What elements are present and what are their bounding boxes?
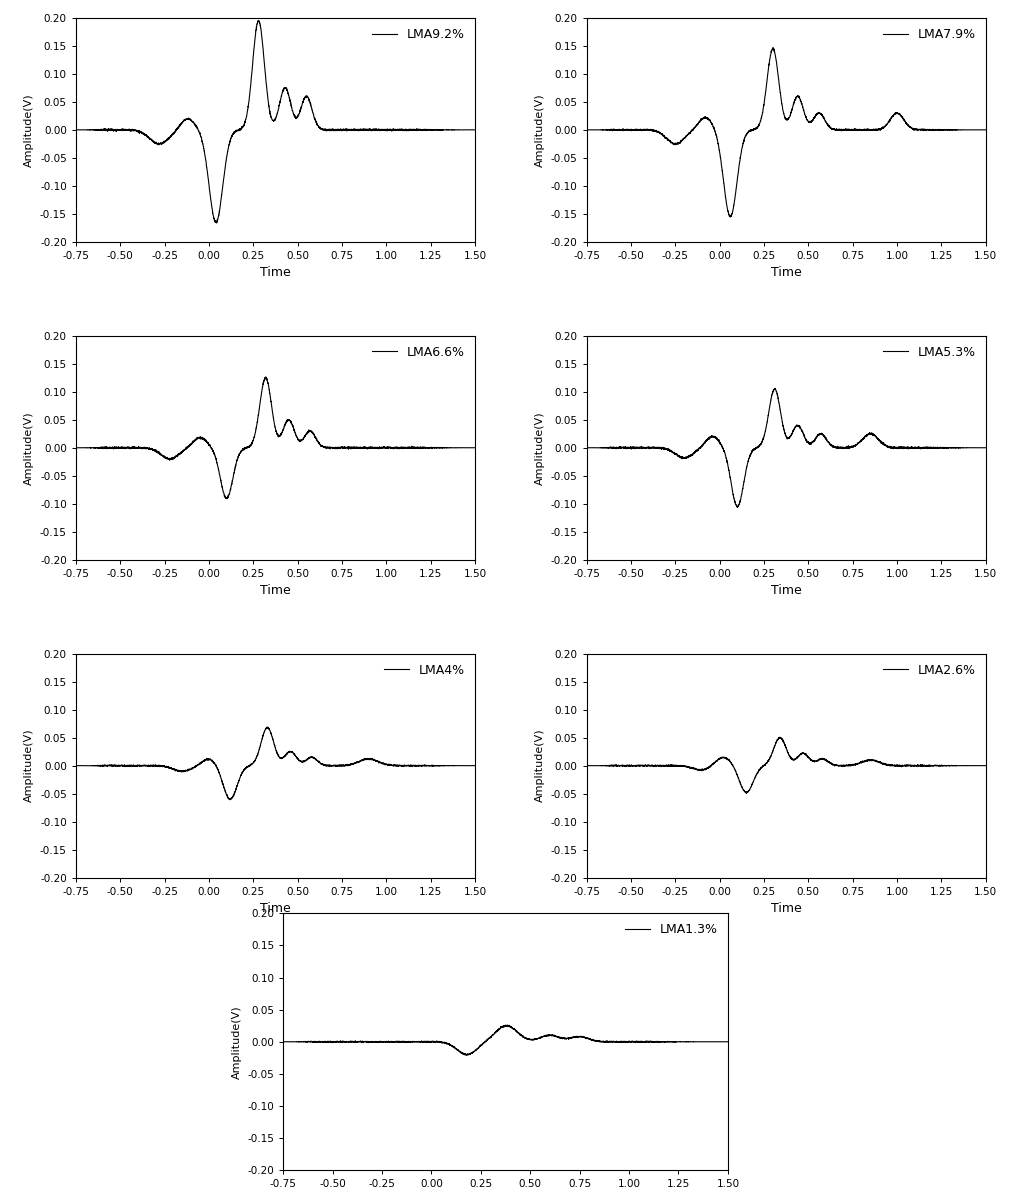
X-axis label: Time: Time	[770, 903, 802, 915]
Legend: LMA2.6%: LMA2.6%	[879, 660, 980, 681]
Legend: LMA6.6%: LMA6.6%	[368, 341, 469, 363]
X-axis label: Time: Time	[770, 266, 802, 279]
Legend: LMA9.2%: LMA9.2%	[368, 24, 469, 44]
Y-axis label: Amplitude(V): Amplitude(V)	[24, 93, 34, 167]
Y-axis label: Amplitude(V): Amplitude(V)	[232, 1005, 242, 1078]
Y-axis label: Amplitude(V): Amplitude(V)	[535, 728, 545, 802]
Legend: LMA1.3%: LMA1.3%	[621, 919, 722, 940]
X-axis label: Time: Time	[260, 903, 291, 915]
X-axis label: Time: Time	[260, 266, 291, 279]
Y-axis label: Amplitude(V): Amplitude(V)	[24, 728, 34, 802]
Legend: LMA5.3%: LMA5.3%	[879, 341, 980, 363]
X-axis label: Time: Time	[260, 584, 291, 597]
Y-axis label: Amplitude(V): Amplitude(V)	[24, 411, 34, 485]
Y-axis label: Amplitude(V): Amplitude(V)	[535, 411, 545, 485]
Legend: LMA4%: LMA4%	[380, 660, 469, 681]
X-axis label: Time: Time	[770, 584, 802, 597]
Y-axis label: Amplitude(V): Amplitude(V)	[535, 93, 545, 167]
Legend: LMA7.9%: LMA7.9%	[879, 24, 980, 44]
